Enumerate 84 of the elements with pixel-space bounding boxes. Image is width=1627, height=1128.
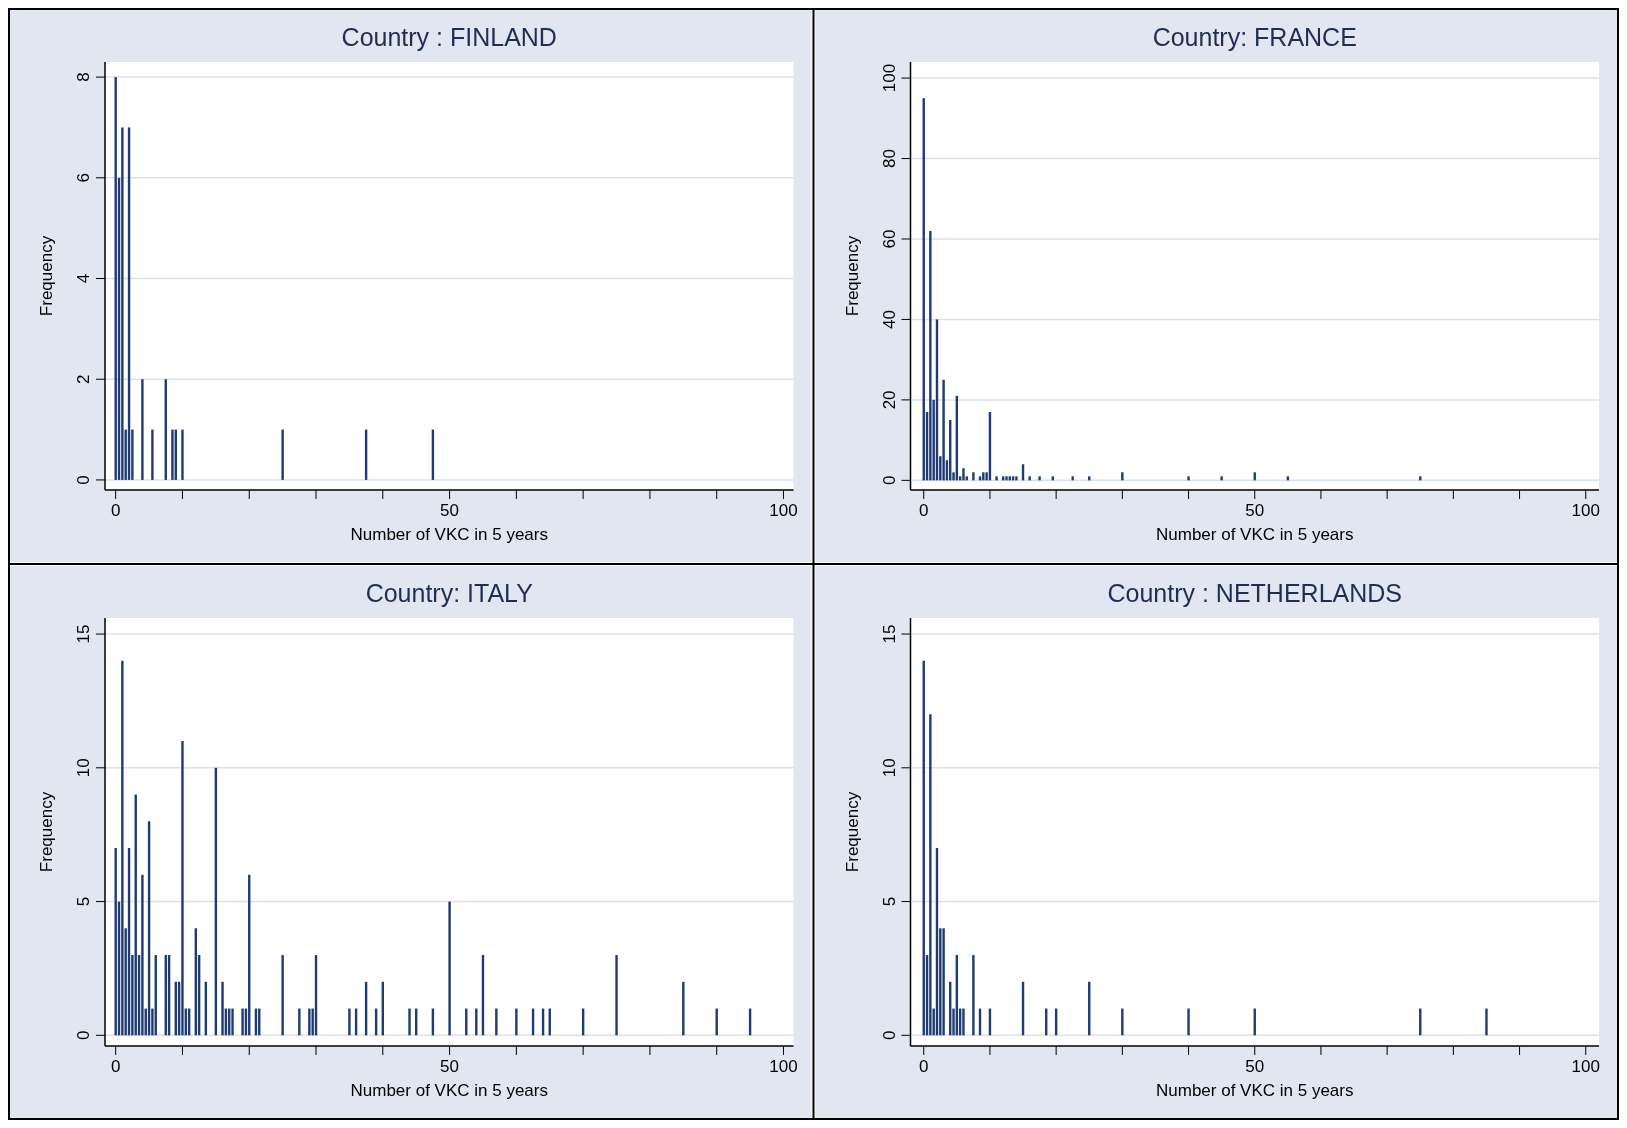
- y-axis-title: Frequency: [842, 791, 862, 873]
- bar: [515, 1008, 518, 1036]
- bar: [181, 741, 184, 1036]
- y-axis-title: Frequency: [37, 235, 56, 317]
- bar: [1187, 1008, 1190, 1036]
- y-tick-label: 100: [879, 63, 899, 93]
- y-tick-label: 60: [879, 229, 899, 249]
- bar: [1071, 476, 1074, 481]
- y-tick-label: 8: [74, 72, 93, 82]
- bar: [942, 379, 945, 481]
- y-tick-label: 4: [74, 273, 93, 284]
- bar: [982, 472, 985, 481]
- bar: [995, 476, 998, 481]
- bar: [181, 429, 184, 480]
- x-tick-label: 0: [919, 501, 929, 520]
- bar: [141, 874, 144, 1036]
- bar: [151, 429, 154, 480]
- x-tick-label: 50: [1245, 1057, 1265, 1076]
- x-tick-label: 50: [440, 1057, 460, 1076]
- x-tick-label: 100: [769, 1057, 798, 1076]
- bar: [615, 955, 618, 1036]
- x-axis-title: Number of VKC in 5 years: [1156, 1081, 1354, 1100]
- bar: [408, 1008, 411, 1036]
- y-tick-label: 10: [74, 758, 93, 778]
- bar: [682, 981, 685, 1036]
- bar: [495, 1008, 498, 1036]
- y-tick-label: 40: [879, 309, 899, 329]
- y-tick-label: 5: [879, 896, 899, 907]
- bar: [281, 429, 284, 480]
- bar: [121, 127, 124, 480]
- bar: [448, 901, 451, 1036]
- bar: [308, 1008, 311, 1036]
- chart-title: Country : FINLAND: [341, 23, 557, 51]
- x-tick-label: 0: [919, 1057, 929, 1076]
- y-tick-label: 0: [74, 1030, 93, 1041]
- bar: [1187, 476, 1190, 481]
- bar: [281, 955, 284, 1036]
- bar: [972, 472, 975, 481]
- bar: [1121, 472, 1124, 481]
- y-axis-title: Frequency: [37, 791, 56, 873]
- y-axis-title: Frequency: [842, 235, 862, 317]
- bar: [114, 848, 117, 1036]
- chart-title: Country: ITALY: [365, 579, 534, 607]
- bar: [121, 660, 124, 1036]
- x-axis-title: Number of VKC in 5 years: [350, 1081, 548, 1100]
- bar: [1121, 1008, 1124, 1036]
- x-tick-label: 100: [1571, 501, 1600, 520]
- bar: [962, 1008, 965, 1036]
- bar: [1028, 476, 1031, 481]
- y-tick-label: 6: [74, 173, 93, 183]
- x-tick-label: 0: [110, 501, 121, 520]
- y-tick-label: 5: [74, 896, 93, 907]
- y-tick-label: 15: [74, 624, 93, 644]
- y-tick-label: 0: [74, 475, 93, 485]
- bar: [929, 714, 932, 1036]
- x-tick-label: 100: [769, 501, 798, 520]
- bar: [972, 955, 975, 1036]
- y-tick-label: 10: [879, 758, 899, 778]
- x-axis-title: Number of VKC in 5 years: [350, 525, 548, 544]
- bar: [221, 981, 224, 1036]
- bar: [241, 1008, 244, 1036]
- x-axis-title: Number of VKC in 5 years: [1156, 525, 1354, 544]
- bar: [298, 1008, 301, 1036]
- bar: [1015, 476, 1018, 481]
- y-tick-label: 80: [879, 149, 899, 168]
- bar: [962, 468, 965, 481]
- bar: [114, 77, 117, 480]
- y-tick-label: 20: [879, 390, 899, 410]
- x-tick-label: 50: [1245, 501, 1265, 520]
- bar: [1220, 476, 1223, 481]
- bar: [348, 1008, 351, 1036]
- chart-title: Country: FRANCE: [1152, 23, 1357, 51]
- y-tick-label: 0: [879, 1030, 899, 1041]
- bar: [141, 379, 144, 480]
- y-tick-label: 0: [879, 475, 899, 486]
- x-tick-label: 50: [440, 501, 460, 520]
- bar: [1038, 476, 1041, 481]
- bar: [929, 230, 932, 481]
- y-tick-label: 15: [879, 624, 899, 644]
- chart-title: Country : NETHERLANDS: [1107, 579, 1403, 607]
- x-tick-label: 100: [1571, 1057, 1600, 1076]
- bar: [1485, 1008, 1488, 1036]
- y-tick-label: 2: [74, 374, 93, 384]
- x-tick-label: 0: [110, 1057, 121, 1076]
